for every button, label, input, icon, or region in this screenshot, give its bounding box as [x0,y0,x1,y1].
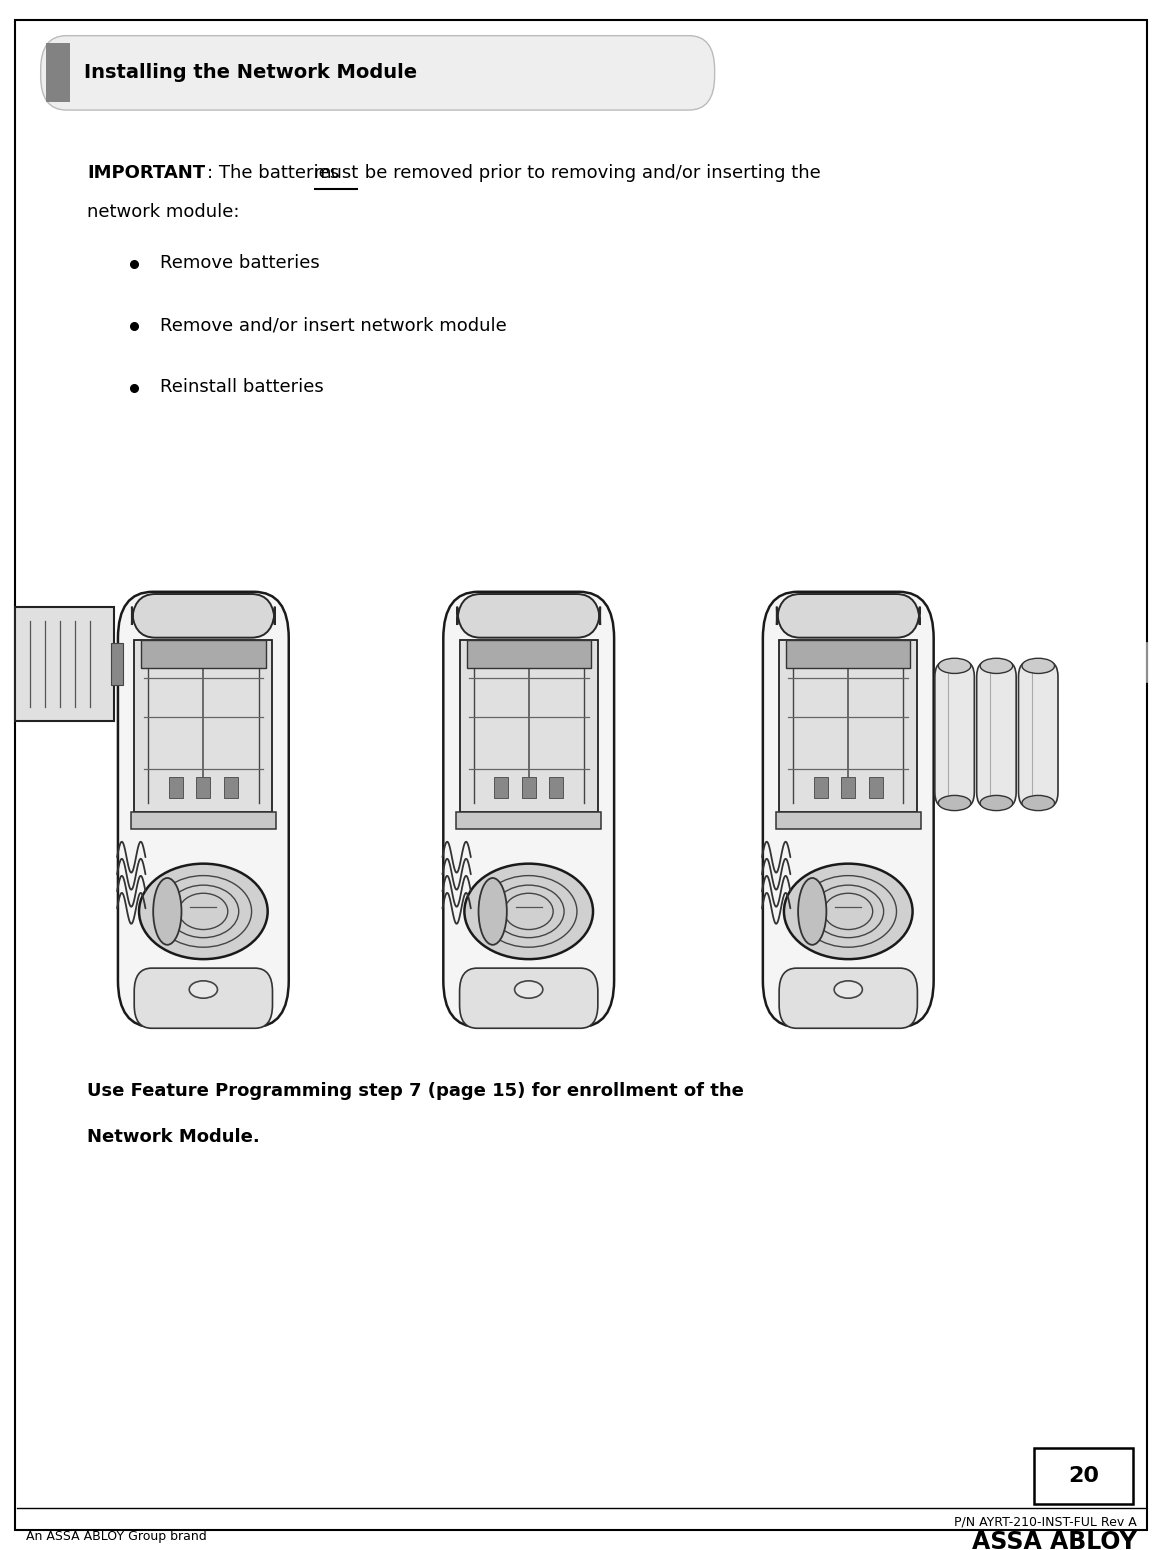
FancyBboxPatch shape [134,969,272,1028]
Text: An ASSA ABLOY Group brand: An ASSA ABLOY Group brand [26,1530,207,1542]
Bar [460,640,598,812]
FancyBboxPatch shape [779,969,918,1028]
Bar [457,812,602,829]
Ellipse shape [153,877,181,946]
Bar [467,640,591,668]
Bar [494,777,508,798]
Bar [224,777,238,798]
Ellipse shape [1021,659,1055,673]
Ellipse shape [981,795,1013,811]
Ellipse shape [139,863,267,959]
Bar [168,777,182,798]
FancyBboxPatch shape [458,594,601,637]
FancyBboxPatch shape [131,594,274,637]
Ellipse shape [939,795,971,811]
Bar [779,640,918,812]
Bar [841,777,855,798]
Text: Remove batteries: Remove batteries [160,254,320,273]
Ellipse shape [798,877,826,946]
FancyBboxPatch shape [1018,662,1057,808]
Text: Use Feature Programming step 7 (page 15) for enrollment of the: Use Feature Programming step 7 (page 15)… [87,1082,744,1100]
FancyBboxPatch shape [444,592,614,1028]
FancyBboxPatch shape [777,594,920,637]
Bar [776,812,920,829]
FancyBboxPatch shape [460,969,598,1028]
Text: Remove and/or insert network module: Remove and/or insert network module [160,316,507,335]
Bar [550,777,564,798]
Bar [813,777,827,798]
FancyBboxPatch shape [976,662,1017,808]
Ellipse shape [515,981,543,998]
FancyBboxPatch shape [41,36,715,110]
Ellipse shape [834,981,862,998]
Text: must: must [314,164,359,183]
FancyBboxPatch shape [934,662,974,808]
Bar [196,777,210,798]
Ellipse shape [981,659,1013,673]
Ellipse shape [1021,795,1055,811]
Text: Installing the Network Module: Installing the Network Module [84,64,417,82]
Text: : The batteries: : The batteries [207,164,345,183]
Ellipse shape [939,659,971,673]
FancyBboxPatch shape [117,592,289,1028]
Ellipse shape [465,863,593,959]
Text: network module:: network module: [87,203,239,222]
Ellipse shape [784,863,912,959]
FancyBboxPatch shape [762,592,934,1028]
Bar [110,643,122,685]
FancyBboxPatch shape [14,606,114,721]
Ellipse shape [189,981,217,998]
Text: Network Module.: Network Module. [87,1128,260,1147]
Text: IMPORTANT: IMPORTANT [87,164,206,183]
Text: ASSA ABLOY: ASSA ABLOY [971,1530,1136,1550]
Bar [142,640,265,668]
Text: 20: 20 [1068,1466,1099,1485]
Bar [46,43,70,102]
Ellipse shape [479,877,507,946]
Bar [522,777,536,798]
Bar [869,777,883,798]
Bar [134,640,272,812]
Bar [1034,1448,1133,1504]
Bar [786,640,911,668]
Text: be removed prior to removing and/or inserting the: be removed prior to removing and/or inse… [359,164,820,183]
Text: P/N AYRT-210-INST-FUL Rev A: P/N AYRT-210-INST-FUL Rev A [954,1516,1136,1528]
Text: Reinstall batteries: Reinstall batteries [160,378,324,397]
Bar [130,812,277,829]
